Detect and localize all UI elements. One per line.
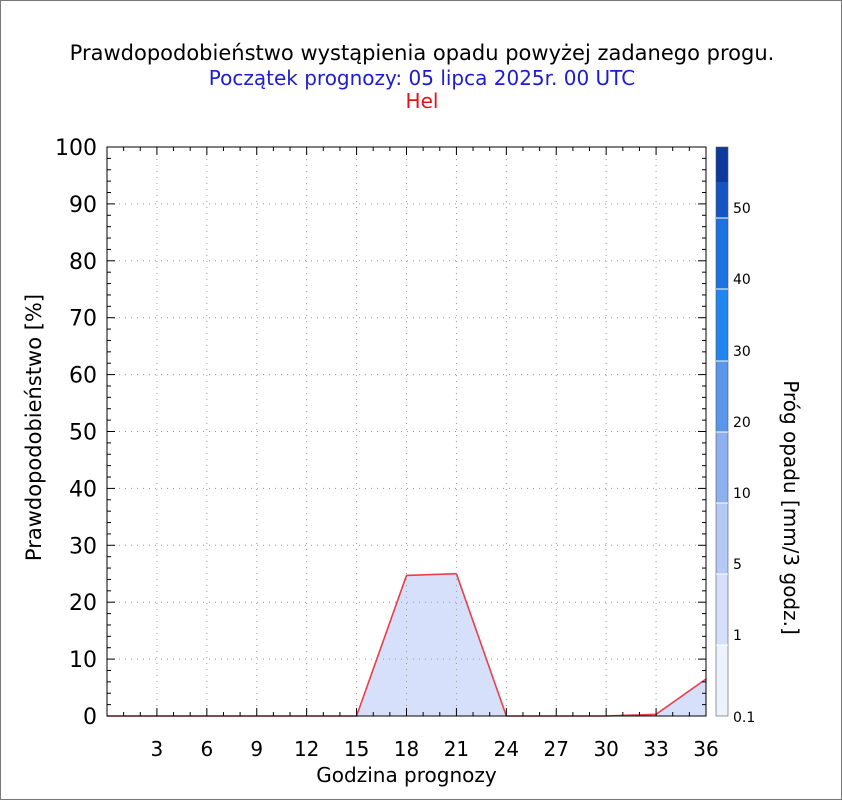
x-tick-label: 21	[444, 737, 469, 761]
colorbar-segment	[716, 645, 728, 716]
y-tick-label: 60	[69, 364, 97, 389]
y-tick-label: 100	[55, 136, 97, 161]
colorbar-label: Próg opadu [mm/3 godz.]	[779, 380, 803, 635]
colorbar-tick-label: 40	[733, 272, 751, 288]
y-tick-label: 50	[69, 421, 97, 446]
colorbar-tick-label: 30	[733, 344, 751, 360]
x-axis-label: Godzina prognozy	[316, 763, 497, 787]
series-area-0	[107, 573, 706, 716]
colorbar-segment	[716, 182, 728, 218]
x-tick-label: 15	[344, 737, 369, 761]
chart-title: Prawdopodobieństwo wystąpienia opadu pow…	[69, 41, 775, 65]
y-axis-label: Prawdopodobieństwo [%]	[22, 294, 46, 561]
y-tick-label: 20	[69, 591, 97, 616]
x-tick-label: 33	[643, 737, 668, 761]
x-tick-label: 18	[394, 737, 419, 761]
x-tick-label: 3	[151, 737, 164, 761]
colorbar-tick-label: 10	[733, 486, 751, 502]
station-name: Hel	[405, 89, 439, 113]
y-tick-label: 30	[69, 534, 97, 559]
colorbar-segment	[716, 574, 728, 645]
colorbar-tick-label: 5	[733, 557, 742, 573]
colorbar-segment	[716, 503, 728, 574]
y-tick-label: 70	[69, 307, 97, 332]
x-tick-label: 9	[250, 737, 263, 761]
x-tick-label: 12	[294, 737, 319, 761]
x-tick-label: 6	[200, 737, 213, 761]
colorbar-segment	[716, 289, 728, 361]
colorbar-segment	[716, 361, 728, 432]
y-tick-label: 90	[69, 193, 97, 218]
colorbar-tick-label: 0.1	[733, 710, 755, 726]
x-tick-label: 27	[544, 737, 569, 761]
x-tick-label: 36	[693, 737, 718, 761]
y-tick-label: 40	[69, 477, 97, 502]
x-tick-label: 24	[494, 737, 519, 761]
colorbar-segment	[716, 218, 728, 289]
colorbar-tick-label: 20	[733, 415, 751, 431]
colorbar-segment	[716, 147, 728, 182]
x-tick-label: 30	[593, 737, 618, 761]
y-tick-label: 0	[83, 705, 97, 730]
colorbar-segment	[716, 432, 728, 503]
chart-subtitle: Początek prognozy: 05 lipca 2025r. 00 UT…	[208, 66, 636, 90]
y-tick-label: 10	[69, 648, 97, 673]
colorbar-tick-label: 50	[733, 201, 751, 217]
colorbar-tick-label: 1	[733, 628, 742, 644]
y-tick-label: 80	[69, 250, 97, 275]
